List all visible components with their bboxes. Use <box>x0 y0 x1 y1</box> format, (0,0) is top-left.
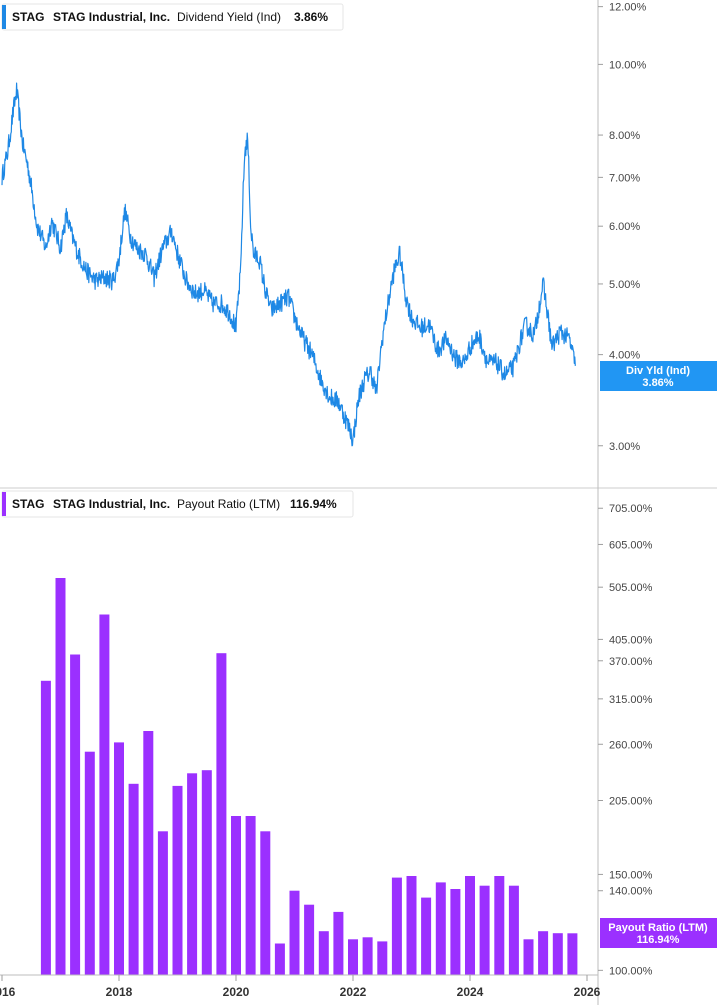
payout-tick-label: 705.00% <box>609 503 653 515</box>
payout-ratio-bar <box>201 770 212 975</box>
payout-tick-label: 315.00% <box>609 694 653 706</box>
payout-ratio-bar <box>172 785 183 975</box>
payout-ratio-bar <box>304 904 315 975</box>
payout-ratio-badge-value: 116.94% <box>637 934 680 946</box>
payout-ratio-badge: Payout Ratio (LTM) 116.94% <box>600 918 717 948</box>
yield-tick-label: 8.00% <box>609 130 640 142</box>
dividend-yield-legend-company: STAG Industrial, Inc. <box>53 10 170 24</box>
year-tick-label: 2024 <box>457 985 484 999</box>
yield-tick-label: 12.00% <box>609 2 647 14</box>
payout-ratio-bar <box>421 897 432 975</box>
payout-tick-label: 505.00% <box>609 582 653 594</box>
payout-ratio-bar <box>377 941 388 975</box>
payout-ratio-bar <box>508 885 519 975</box>
payout-ratio-bar <box>70 654 81 975</box>
payout-ratio-bar <box>231 816 241 975</box>
payout-tick-label: 405.00% <box>609 634 653 646</box>
dividend-yield-legend-value: 3.86% <box>294 10 328 24</box>
payout-ratio-bar <box>245 816 256 975</box>
dividend-yield-legend: STAG STAG Industrial, Inc. Dividend Yiel… <box>1 3 344 31</box>
dividend-yield-legend-ticker: STAG <box>12 10 44 24</box>
payout-ratio-bar <box>157 831 168 975</box>
year-tick-label: 2016 <box>0 985 16 999</box>
year-tick-label: 2018 <box>106 985 133 999</box>
payout-ratio-legend-swatch <box>2 492 6 516</box>
payout-ratio-bar <box>143 731 154 975</box>
payout-ratio-bar <box>40 680 51 975</box>
dividend-yield-badge: Div Yld (Ind) 3.86% <box>600 361 717 391</box>
payout-ratio-badge-label: Payout Ratio (LTM) <box>608 922 708 934</box>
payout-ratio-legend-ticker: STAG <box>12 497 44 511</box>
payout-ratio-bar <box>55 578 66 975</box>
payout-ratio-panel <box>40 578 578 975</box>
dividend-yield-legend-metric: Dividend Yield (Ind) <box>177 10 281 24</box>
payout-ratio-bar <box>406 876 417 975</box>
payout-ratio-bar <box>260 831 271 975</box>
payout-ratio-bar <box>567 933 578 975</box>
payout-ratio-bar <box>289 890 300 975</box>
payout-ratio-bar <box>187 773 198 975</box>
payout-ratio-bar <box>333 911 344 975</box>
payout-ratio-bar <box>552 933 563 975</box>
payout-ratio-legend-company: STAG Industrial, Inc. <box>53 497 170 511</box>
yield-tick-label: 10.00% <box>609 59 647 71</box>
payout-ratio-bar <box>391 877 402 975</box>
payout-tick-label: 605.00% <box>609 539 653 551</box>
payout-ratio-bar <box>362 937 373 975</box>
year-tick-label: 2022 <box>340 985 367 999</box>
payout-tick-label: 150.00% <box>609 869 653 881</box>
payout-tick-label: 260.00% <box>609 739 653 751</box>
dividend-yield-line <box>1 82 576 447</box>
payout-tick-label: 140.00% <box>609 886 653 898</box>
yield-tick-label: 5.00% <box>609 279 640 291</box>
yield-tick-label: 7.00% <box>609 172 640 184</box>
payout-tick-label: 100.00% <box>609 965 653 977</box>
payout-ratio-bar <box>479 885 490 975</box>
payout-ratio-bar <box>274 943 285 975</box>
payout-ratio-bar <box>348 939 358 975</box>
payout-ratio-bar <box>128 783 139 975</box>
yield-tick-label: 6.00% <box>609 221 640 233</box>
payout-tick-label: 370.00% <box>609 656 653 668</box>
dividend-yield-badge-value: 3.86% <box>642 377 673 389</box>
payout-ratio-legend: STAG STAG Industrial, Inc. Payout Ratio … <box>1 490 354 518</box>
dividend-yield-legend-swatch <box>2 5 6 29</box>
payout-ratio-legend-metric: Payout Ratio (LTM) <box>177 497 280 511</box>
payout-ratio-bar <box>465 876 475 975</box>
payout-ratio-bar <box>450 889 461 975</box>
payout-ratio-bar <box>538 931 549 975</box>
yield-tick-label: 4.00% <box>609 350 640 362</box>
payout-ratio-legend-value: 116.94% <box>290 497 337 511</box>
payout-ratio-bar <box>523 939 534 975</box>
year-tick-label: 2026 <box>574 985 601 999</box>
payout-ratio-bar <box>216 653 227 975</box>
year-tick-label: 2020 <box>223 985 250 999</box>
yield-tick-label: 3.00% <box>609 441 640 453</box>
dividend-yield-panel <box>1 82 576 447</box>
payout-ratio-bar <box>84 751 95 975</box>
payout-ratio-bar <box>494 876 505 975</box>
payout-ratio-bar <box>114 742 124 975</box>
dividend-yield-badge-label: Div Yld (Ind) <box>626 365 690 377</box>
payout-ratio-bar <box>99 614 110 975</box>
payout-ratio-bar <box>435 882 446 975</box>
payout-ratio-bar <box>318 931 329 975</box>
payout-tick-label: 205.00% <box>609 795 653 807</box>
